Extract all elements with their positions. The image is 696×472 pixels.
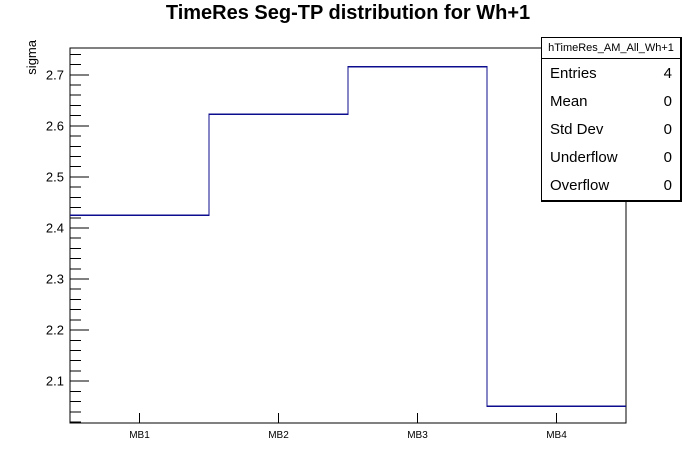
stats-row-value: 0 [663,177,672,195]
x-tick-label: MB2 [268,430,289,441]
y-tick-label: 2.4 [46,220,64,235]
y-tick-label: 2.2 [46,323,64,338]
stats-row: Overflow 0 [542,172,680,200]
stats-row-label: Std Dev [550,121,604,138]
stats-row-value: 4 [663,64,672,82]
histogram-step-line [70,65,626,407]
x-axis-tick-labels: MB1 MB2 MB3 MB4 [129,430,567,441]
y-tick-label: 2.5 [46,169,64,184]
stats-row-value: 0 [663,149,672,167]
stats-row-label: Underflow [550,149,618,167]
stats-row: Std Dev 0 [542,115,680,143]
plot-frame [69,47,627,424]
y-axis-minor-ticks [70,53,81,423]
y-axis-tick-labels: 2.1 2.2 2.3 2.4 2.5 2.6 2.7 [46,67,64,388]
y-tick-label: 2.1 [46,374,64,389]
stats-row: Underflow 0 [542,144,680,172]
y-tick-label: 2.6 [46,118,64,133]
x-axis-ticks [139,413,557,423]
y-tick-label: 2.3 [46,272,64,287]
x-tick-label: MB1 [129,430,150,441]
stats-row-value: 0 [663,92,672,110]
x-tick-label: MB3 [407,430,428,441]
y-axis-major-ticks [70,74,89,382]
y-tick-label: 2.7 [46,67,64,82]
stats-box: hTimeRes_AM_All_Wh+1 Entries 4 Mean 0 Std De… [541,37,682,202]
stats-row-label: Mean [550,92,588,110]
stats-row: Entries 4 [542,59,680,87]
x-tick-label: MB4 [546,430,567,441]
stats-row: Mean 0 [542,87,680,115]
stats-box-title: hTimeRes_AM_All_Wh+1 [542,38,680,59]
chart-title: TimeRes Seg-TP distribution for Wh+1 [165,2,531,24]
stats-row-label: Overflow [550,177,610,195]
stats-rows: Entries 4 Mean 0 Std Dev 0 Underflow 0 Overflow 0 [542,59,680,200]
stats-row-value: 0 [663,121,672,138]
stats-row-label: Entries [550,64,597,82]
